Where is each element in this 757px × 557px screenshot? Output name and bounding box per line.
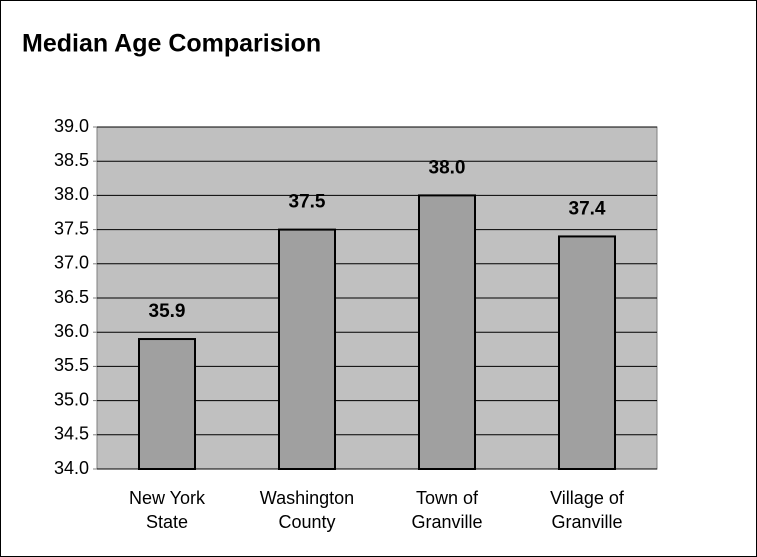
y-tick-label: 34.5	[54, 424, 89, 444]
y-tick-label: 38.0	[54, 184, 89, 204]
x-tick-label: Village of Granville	[550, 488, 624, 532]
y-tick-label: 35.5	[54, 355, 89, 375]
data-label: 37.5	[289, 192, 326, 213]
bar	[418, 194, 476, 470]
y-tick-label: 36.0	[54, 321, 89, 341]
bar	[278, 228, 336, 470]
y-tick-label: 38.5	[54, 150, 89, 170]
y-tick-label: 39.0	[54, 116, 89, 136]
x-tick-label: Washington County	[259, 488, 355, 532]
y-tick-label: 36.5	[54, 287, 89, 307]
chart-title: Median Age Comparision	[22, 30, 321, 58]
y-tick-label: 35.0	[54, 389, 89, 409]
data-label: 35.9	[149, 301, 186, 322]
data-label: 38.0	[429, 157, 466, 178]
bar	[558, 235, 616, 470]
y-tick-label: 37.0	[54, 253, 89, 273]
bar	[138, 338, 196, 471]
x-tick-label: New York State	[128, 488, 206, 532]
data-label: 37.4	[569, 198, 606, 219]
y-tick-label: 37.5	[54, 218, 89, 238]
y-tick-label: 34.0	[54, 458, 89, 478]
x-tick-label: Town of Granville	[411, 488, 483, 532]
